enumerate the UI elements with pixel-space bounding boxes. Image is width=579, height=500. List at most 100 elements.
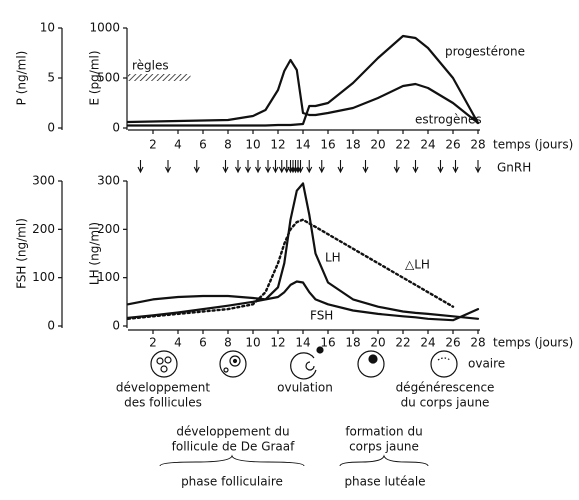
x-axis-label: temps (jours)	[493, 138, 573, 152]
y2-axis-label: P (ng/ml)	[15, 51, 29, 106]
series-label: LH	[325, 251, 341, 265]
y-tick-label: 100	[97, 270, 120, 284]
gnrh-arrow	[272, 160, 279, 174]
x-tick-label: 6	[199, 138, 207, 152]
x-tick-label: 4	[174, 336, 182, 350]
y-tick-label: 200	[97, 222, 120, 236]
gnrh-arrow	[337, 160, 344, 174]
braces	[159, 454, 429, 467]
x-tick-label: 24	[420, 138, 435, 152]
y-tick-label: 0	[112, 319, 120, 333]
x-tick-label: 6	[199, 336, 207, 350]
ovary-label: ovaire	[468, 357, 505, 371]
x-tick-label: 26	[445, 138, 460, 152]
y-tick-label: 0	[112, 121, 120, 135]
menses-label: règles	[132, 59, 169, 73]
x-tick-label: 22	[395, 138, 410, 152]
annotation: corps jaune	[349, 440, 419, 454]
gnrh-arrow	[306, 160, 313, 174]
x-tick-label: 22	[395, 336, 410, 350]
gnrh-arrow	[362, 160, 369, 174]
annotation: des follicules	[124, 396, 202, 410]
x-tick-label: 10	[245, 336, 260, 350]
menses-bar	[128, 74, 191, 81]
series-label: estrogènes	[415, 113, 482, 127]
gnrh-arrow	[437, 160, 444, 174]
gnrh-arrow	[452, 160, 459, 174]
gnrh-arrow	[245, 160, 251, 174]
gnrh-arrow	[292, 160, 299, 174]
gnrh-arrow	[278, 160, 285, 174]
ovary-icons	[150, 346, 458, 380]
annotation: formation du	[345, 425, 422, 439]
gnrh-arrow	[265, 160, 271, 174]
annotation: dégénérescence	[396, 381, 495, 395]
gnrh-arrow	[295, 160, 301, 174]
series-label: progestérone	[445, 45, 525, 59]
gnrh-arrow	[222, 160, 229, 174]
gnrh-arrow	[235, 160, 241, 174]
annotation: développement	[116, 381, 210, 395]
series-line	[126, 280, 480, 322]
gnrh-arrow	[475, 160, 481, 174]
x-tick-label: 8	[224, 336, 232, 350]
y-tick-label: 1000	[89, 21, 120, 35]
x-tick-label: 8	[224, 138, 232, 152]
x-tick-label: 24	[420, 336, 435, 350]
x-tick-label: 14	[295, 138, 310, 152]
y2-axis-label: FSH (ng/ml)	[15, 218, 29, 289]
annotation: follicule de De Graaf	[172, 440, 295, 454]
y2-tick-label: 100	[32, 270, 55, 284]
y-tick-label: 500	[97, 71, 120, 85]
annotation: du corps jaune	[401, 396, 490, 410]
x-tick-label: 16	[320, 138, 335, 152]
gnrh-label: GnRH	[497, 161, 531, 175]
x-tick-label: 28	[470, 336, 485, 350]
gnrh-arrow	[318, 160, 325, 174]
x-tick-label: 2	[149, 336, 157, 350]
y2-tick-label: 0	[47, 121, 55, 135]
x-tick-label: 28	[470, 138, 485, 152]
gnrh-arrow	[193, 160, 200, 174]
y-tick-label: 300	[97, 174, 120, 188]
x-tick-label: 26	[445, 336, 460, 350]
x-axis-label: temps (jours)	[493, 336, 573, 350]
gnrh-arrow	[165, 160, 171, 174]
series-label: △LH	[405, 258, 430, 272]
x-tick-label: 20	[370, 336, 385, 350]
x-tick-label: 14	[295, 336, 310, 350]
x-tick-label: 20	[370, 138, 385, 152]
series-line	[126, 218, 455, 320]
gnrh-arrow	[290, 160, 296, 174]
x-tick-label: 10	[245, 138, 260, 152]
series-line	[126, 58, 480, 125]
gnrh-arrow	[412, 160, 419, 174]
gnrh-arrow	[393, 160, 400, 174]
y2-tick-label: 5	[47, 71, 55, 85]
y2-tick-label: 10	[40, 21, 55, 35]
y-axis-label: LH (ng/ml)	[88, 222, 102, 285]
x-tick-label: 16	[320, 336, 335, 350]
annotation: phase folliculaire	[181, 475, 283, 489]
y2-tick-label: 300	[32, 174, 55, 188]
series-line	[126, 182, 480, 320]
y-axis-label: E (pg/ml)	[88, 50, 102, 105]
gnrh-arrow	[297, 160, 304, 174]
x-tick-label: 12	[270, 336, 285, 350]
x-tick-label: 18	[345, 138, 360, 152]
gnrh-arrow	[287, 160, 294, 174]
annotation: ovulation	[277, 381, 333, 395]
annotation: phase lutéale	[344, 475, 425, 489]
series-line	[126, 34, 480, 127]
x-tick-label: 2	[149, 138, 157, 152]
y2-tick-label: 200	[32, 222, 55, 236]
series-label: FSH	[310, 309, 333, 323]
x-tick-label: 18	[345, 336, 360, 350]
x-tick-label: 4	[174, 138, 182, 152]
gnrh-arrow	[255, 160, 261, 174]
y2-tick-label: 0	[47, 319, 55, 333]
gnrh-arrow	[283, 160, 290, 174]
x-tick-label: 12	[270, 138, 285, 152]
gnrh-arrow	[137, 160, 144, 174]
